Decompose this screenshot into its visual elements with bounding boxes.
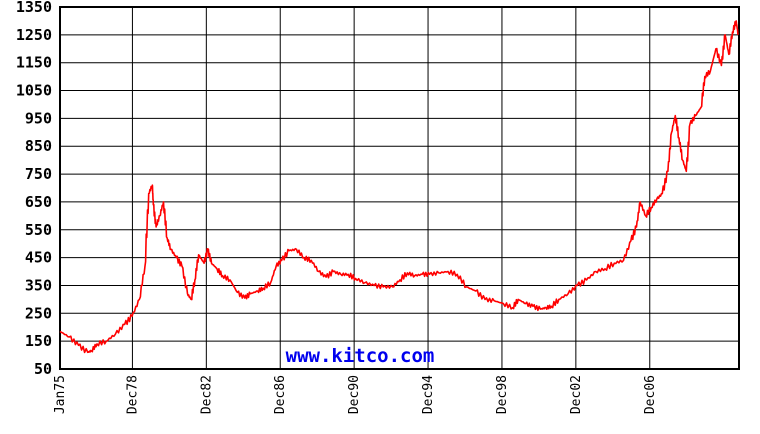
- x-tick-label: Dec02: [569, 375, 584, 414]
- y-tick-label: 550: [25, 221, 52, 239]
- y-tick-label: 750: [25, 165, 52, 183]
- x-tick-label: Dec78: [125, 375, 140, 414]
- x-tick-label: Dec86: [273, 375, 288, 414]
- y-tick-label: 450: [25, 249, 52, 267]
- y-tick-label: 50: [34, 360, 52, 378]
- y-tick-label: 850: [25, 137, 52, 155]
- x-tick-label: Dec98: [495, 375, 510, 414]
- y-tick-label: 1350: [16, 0, 52, 16]
- watermark-text: www.kitco.com: [286, 345, 435, 367]
- y-tick-label: 1150: [16, 54, 52, 72]
- y-tick-label: 150: [25, 332, 52, 350]
- y-axis-ticks: 50 150 250 350 450 550 650 750 850 950 1050 1150 125…: [16, 0, 52, 378]
- x-axis-ticks: Jan75 Dec78 Dec82 Dec86 Dec90 Dec94 Dec98 Dec02…: [53, 375, 658, 414]
- series-line-gold-price: [59, 20, 739, 354]
- y-tick-label: 250: [25, 304, 52, 322]
- plot-area: [59, 6, 740, 370]
- grid-lines: [60, 6, 739, 370]
- x-tick-label: Dec94: [421, 375, 436, 414]
- x-tick-label: Dec82: [199, 375, 214, 414]
- y-tick-label: 950: [25, 109, 52, 127]
- y-tick-label: 350: [25, 276, 52, 294]
- x-tick-label: Dec90: [347, 375, 362, 414]
- y-tick-label: 1250: [16, 26, 52, 44]
- x-tick-label: Dec06: [643, 375, 658, 414]
- y-tick-label: 1050: [16, 82, 52, 100]
- y-tick-label: 650: [25, 193, 52, 211]
- x-tick-label: Jan75: [53, 375, 68, 414]
